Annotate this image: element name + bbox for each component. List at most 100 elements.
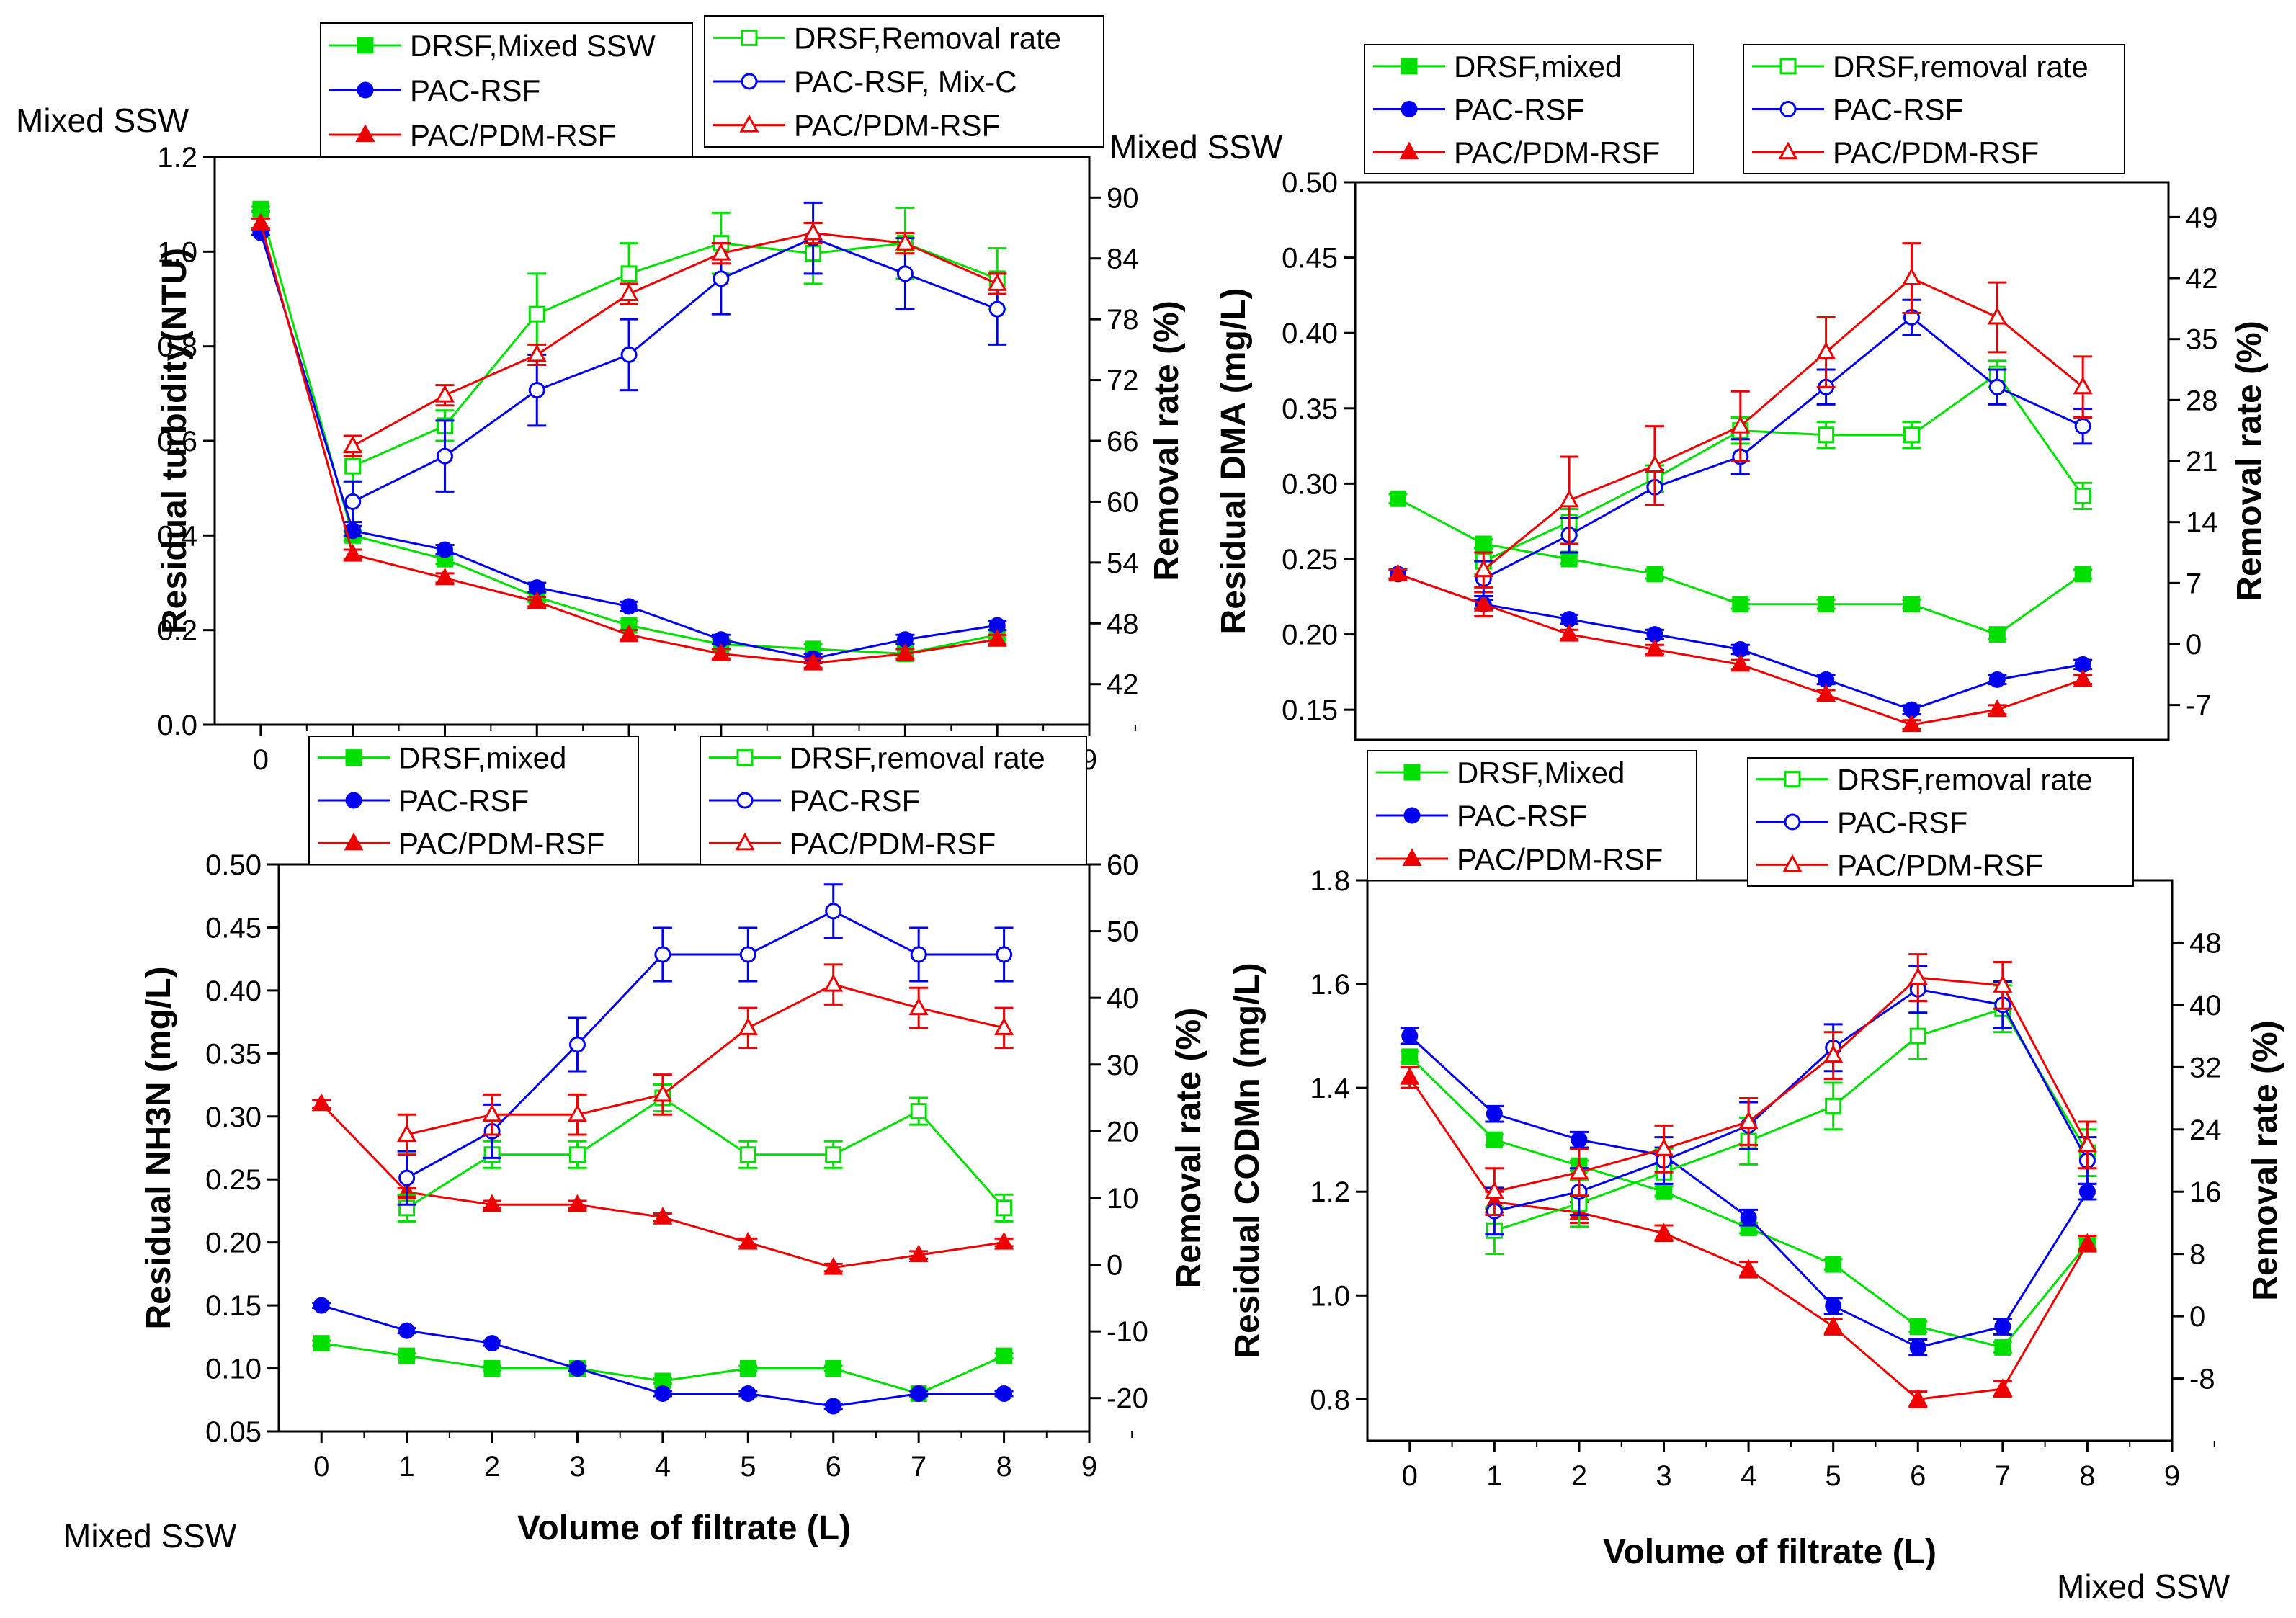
y2-tick-label: 8 <box>2189 1239 2205 1271</box>
y-tick-label: 1.0 <box>157 236 197 268</box>
data-point <box>1486 1131 1503 1148</box>
data-point <box>908 997 929 1016</box>
data-point <box>1823 1045 1844 1063</box>
data-point <box>1988 671 2006 688</box>
y2-tick-label: 35 <box>2186 324 2218 356</box>
legend-label: DRSF,mixed <box>398 741 566 775</box>
data-point <box>803 222 823 241</box>
y-tick-label: 0.40 <box>1282 318 1338 349</box>
series-drsf-mixed <box>312 1335 1014 1403</box>
data-point <box>739 1146 756 1163</box>
y-tick-label: 1.0 <box>1310 1280 1350 1312</box>
legend-right: DRSF,removal rate PAC-RSF PAC/PDM-RSF <box>1747 757 2134 887</box>
data-point <box>343 543 363 562</box>
y2-tick-label: 48 <box>1107 608 1139 640</box>
x-tick-label: 7 <box>911 1451 926 1483</box>
series-line <box>1483 277 2084 571</box>
data-point <box>996 1199 1013 1217</box>
data-point <box>1825 1097 1842 1114</box>
legend-label: PAC/PDM-RSF <box>410 118 616 152</box>
data-point <box>910 946 927 963</box>
y2-tick-label: -10 <box>1107 1316 1148 1348</box>
legend-left: DRSF,Mixed SSW PAC-RSF PAC/PDM-RSF <box>320 22 693 158</box>
y2-tick-label: 84 <box>1107 243 1139 275</box>
data-point <box>620 346 638 363</box>
y2-tick-label: 90 <box>1107 182 1139 214</box>
data-point <box>1909 1318 1926 1336</box>
y2-tick-label: 0 <box>2189 1301 2205 1333</box>
data-point <box>1816 684 1836 702</box>
data-point <box>1901 267 1922 286</box>
data-point <box>2078 1183 2096 1200</box>
y2-tick-label: 0 <box>2186 629 2202 661</box>
data-point <box>344 493 362 510</box>
y2-tick-label: 60 <box>1107 849 1139 881</box>
y-tick-label: 0.50 <box>1282 167 1338 199</box>
figure-label-top-middle: Mixed SSW <box>1109 128 1283 166</box>
y2-tick-label: 40 <box>1107 983 1139 1014</box>
legend-left: DRSF,mixed PAC-RSF PAC/PDM-RSF <box>1364 44 1694 174</box>
data-point <box>1987 699 2007 718</box>
y-tick-label: 0.45 <box>1282 243 1338 274</box>
x-axis-label: Volume of filtrate (L) <box>1603 1533 1937 1571</box>
legend-label: PAC-RSF <box>398 784 529 818</box>
legend-label: DRSF,mixed <box>1454 50 1622 84</box>
data-point <box>313 1297 330 1314</box>
data-point <box>908 1244 929 1263</box>
y-tick-label: 0.30 <box>205 1101 262 1133</box>
series-line <box>1493 1007 2089 1232</box>
data-point <box>910 1103 927 1120</box>
data-point <box>895 643 915 661</box>
legend-label: PAC/PDM-RSF <box>790 826 996 860</box>
legend-label: PAC-RSF, Mix-C <box>794 65 1017 99</box>
data-point <box>398 1169 416 1186</box>
y2-tick-label: 72 <box>1107 365 1139 397</box>
data-point <box>1908 1388 1928 1407</box>
data-point <box>825 1360 842 1377</box>
legend-label: PAC/PDM-RSF <box>398 826 604 860</box>
y2-tick-label: -20 <box>1107 1383 1148 1415</box>
series-pac-pdm-rsf <box>1388 563 2093 733</box>
y2-tick-label: 10 <box>1107 1183 1139 1215</box>
data-point <box>823 1257 844 1275</box>
legend-marker <box>1778 141 1798 160</box>
legend-left: DRSF,mixed PAC-RSF PAC/PDM-RSF <box>308 736 639 865</box>
legend-label: PAC/PDM-RSF <box>1833 135 2039 169</box>
x-tick-label: 3 <box>569 1451 585 1483</box>
data-point <box>739 1385 756 1403</box>
legend-marker <box>1401 101 1418 117</box>
data-point <box>988 300 1006 318</box>
y2-tick-label: 66 <box>1107 426 1139 457</box>
data-point <box>739 946 756 963</box>
series-line <box>406 983 1004 1136</box>
data-point <box>313 1335 330 1352</box>
y2-tick-label: 24 <box>2189 1114 2222 1146</box>
series-line <box>352 232 998 447</box>
data-point <box>1571 1131 1588 1148</box>
y2-tick-label: 42 <box>1107 669 1139 701</box>
legend-marker <box>357 37 374 54</box>
figure-label-bottom-left: Mixed SSW <box>63 1517 237 1555</box>
data-point <box>711 643 731 661</box>
legend-label: DRSF,Removal rate <box>794 21 1061 55</box>
y-tick-label: 0.15 <box>205 1290 262 1322</box>
data-point <box>1909 1027 1926 1045</box>
data-point <box>1569 1161 1589 1180</box>
legend-marker <box>357 81 374 99</box>
data-point <box>1401 1027 1419 1045</box>
data-point <box>1646 566 1663 583</box>
legend-marker <box>345 749 362 766</box>
y2-tick-label: 42 <box>2186 263 2218 295</box>
x-axis-label: Volume of filtrate (L) <box>517 1509 851 1547</box>
y2-tick-label: 7 <box>2186 568 2202 599</box>
series-line <box>406 1096 1005 1210</box>
data-point <box>2073 376 2093 395</box>
series-pac-pdm-rsf <box>1484 953 2097 1217</box>
data-point <box>620 265 638 282</box>
legend-marker <box>344 832 364 851</box>
x-tick-label: 7 <box>1995 1460 2011 1492</box>
data-point <box>482 1104 502 1122</box>
data-point <box>1823 1315 1844 1334</box>
legend-label: PAC-RSF <box>410 73 540 107</box>
data-point <box>1732 596 1749 613</box>
